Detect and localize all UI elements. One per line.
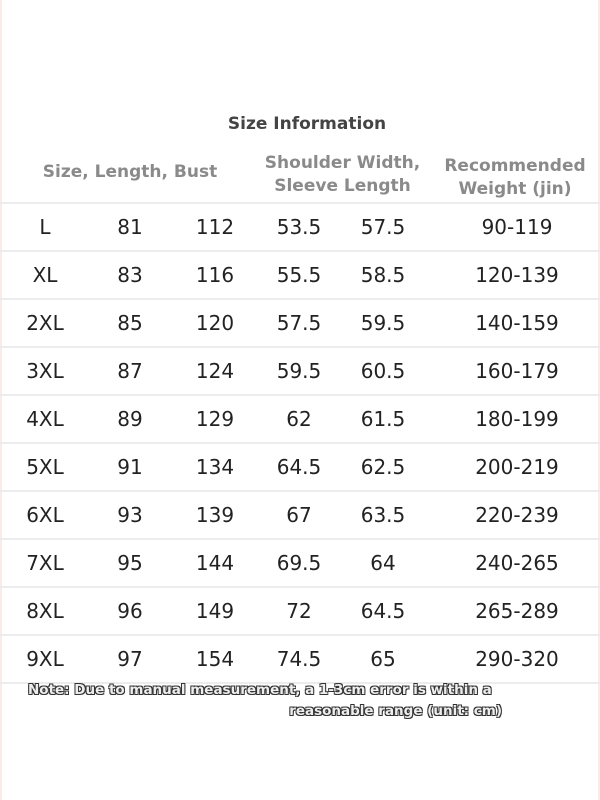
cell-bust: 120 [195,311,235,335]
cell-sleeve-length: 58.5 [360,263,406,287]
cell-size: 6XL [26,503,64,527]
table-row: 6XL 93 139 67 63.5 220-239 [0,490,600,538]
cell-sleeve-length: 65 [370,647,396,671]
cell-shoulder-width: 67 [286,503,312,527]
cell-size: 4XL [26,407,64,431]
cell-sleeve-length: 59.5 [360,311,406,335]
cell-recommended-weight: 90-119 [481,215,553,239]
cell-bust: 144 [195,551,235,575]
cell-bust: 124 [195,359,235,383]
header-line: Recommended [444,156,586,176]
cell-length: 85 [117,311,143,335]
table-row: 5XL 91 134 64.5 62.5 200-219 [0,442,600,490]
table-row: 3XL 87 124 59.5 60.5 160-179 [0,346,600,394]
cell-recommended-weight: 240-265 [475,551,559,575]
chart-title: Size Information [227,114,387,134]
cell-shoulder-width: 57.5 [276,311,322,335]
note-line: Note: Due to manual measurement, a 1-3cm… [28,682,492,698]
cell-length: 89 [117,407,143,431]
cell-sleeve-length: 62.5 [360,455,406,479]
cell-length: 93 [117,503,143,527]
header-line: Weight (jin) [458,179,572,199]
cell-sleeve-length: 64.5 [360,599,406,623]
cell-size: 3XL [26,359,64,383]
note-line: reasonable range (unit: cm) [289,703,502,719]
cell-length: 87 [117,359,143,383]
cell-bust: 129 [195,407,235,431]
cell-shoulder-width: 59.5 [276,359,322,383]
header-size-length-bust: Size, Length, Bust [42,162,218,182]
cell-bust: 154 [195,647,235,671]
cell-recommended-weight: 160-179 [475,359,559,383]
cell-sleeve-length: 63.5 [360,503,406,527]
cell-size: 8XL [26,599,64,623]
cell-shoulder-width: 55.5 [276,263,322,287]
cell-shoulder-width: 53.5 [276,215,322,239]
cell-recommended-weight: 290-320 [475,647,559,671]
cell-size: 5XL [26,455,64,479]
cell-recommended-weight: 120-139 [475,263,559,287]
cell-recommended-weight: 140-159 [475,311,559,335]
measurement-note: Note: Due to manual measurement, a 1-3cm… [28,680,502,722]
cell-shoulder-width: 64.5 [276,455,322,479]
table-row: 8XL 96 149 72 64.5 265-289 [0,586,600,634]
cell-size: 2XL [26,311,64,335]
cell-length: 81 [117,215,143,239]
cell-sleeve-length: 64 [370,551,396,575]
table-row: XL 83 116 55.5 58.5 120-139 [0,250,600,298]
cell-length: 95 [117,551,143,575]
table-row: 9XL 97 154 74.5 65 290-320 [0,634,600,684]
header-line: Shoulder Width, [264,153,421,173]
table-row: L 81 112 53.5 57.5 90-119 [0,202,600,250]
cell-bust: 149 [195,599,235,623]
cell-shoulder-width: 74.5 [276,647,322,671]
cell-bust: 134 [195,455,235,479]
cell-shoulder-width: 72 [286,599,312,623]
header-shoulder-sleeve: Shoulder Width, Sleeve Length [250,152,435,198]
size-table: L 81 112 53.5 57.5 90-119 XL 83 116 55.5 58.5 120-1… [0,202,600,684]
cell-shoulder-width: 69.5 [276,551,322,575]
cell-shoulder-width: 62 [286,407,312,431]
cell-length: 96 [117,599,143,623]
cell-size: L [39,215,51,239]
cell-recommended-weight: 220-239 [475,503,559,527]
header-line: Sleeve Length [274,176,411,196]
cell-length: 83 [117,263,143,287]
table-row: 2XL 85 120 57.5 59.5 140-159 [0,298,600,346]
cell-recommended-weight: 180-199 [475,407,559,431]
cell-bust: 112 [195,215,235,239]
table-row: 7XL 95 144 69.5 64 240-265 [0,538,600,586]
cell-length: 97 [117,647,143,671]
cell-recommended-weight: 265-289 [475,599,559,623]
cell-sleeve-length: 60.5 [360,359,406,383]
cell-bust: 139 [195,503,235,527]
header-recommended-weight: Recommended Weight (jin) [440,155,590,201]
cell-sleeve-length: 57.5 [360,215,406,239]
cell-sleeve-length: 61.5 [360,407,406,431]
cell-recommended-weight: 200-219 [475,455,559,479]
cell-size: XL [32,263,58,287]
cell-size: 7XL [26,551,64,575]
cell-size: 9XL [26,647,64,671]
table-row: 4XL 89 129 62 61.5 180-199 [0,394,600,442]
cell-length: 91 [117,455,143,479]
cell-bust: 116 [195,263,235,287]
